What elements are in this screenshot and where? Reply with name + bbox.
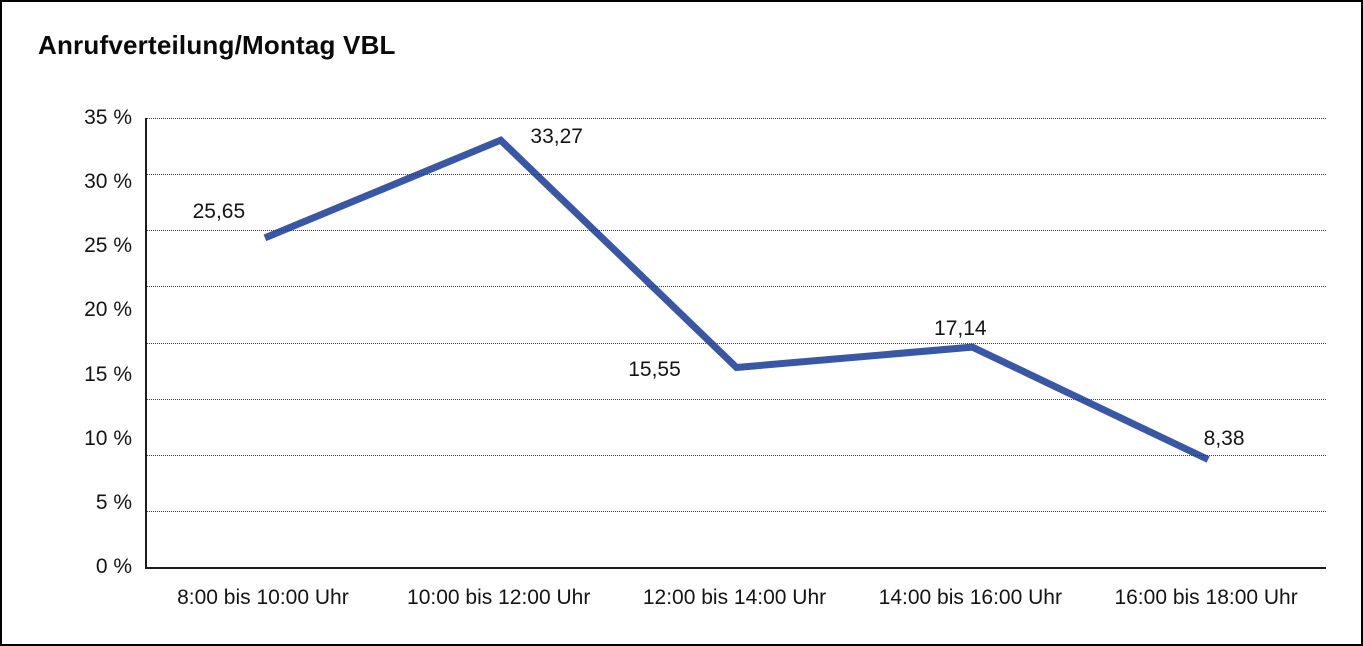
x-axis: 8:00 bis 10:00 Uhr 10:00 bis 12:00 Uhr 12:…	[145, 586, 1324, 616]
data-point-label: 25,65	[192, 199, 246, 223]
y-axis-label: 15 %	[84, 362, 132, 386]
data-point-label: 33,27	[530, 125, 583, 149]
x-axis-label: 8:00 bis 10:00 Uhr	[177, 586, 349, 609]
gridline	[147, 174, 1326, 176]
y-axis-label: 25 %	[84, 234, 132, 258]
x-axis-label: 16:00 bis 18:00 Uhr	[1114, 586, 1298, 609]
gridline	[147, 398, 1326, 400]
y-axis-label: 0 %	[95, 555, 132, 578]
gridline	[147, 510, 1326, 512]
line-series	[263, 136, 1210, 463]
y-axis-label: 35 %	[84, 106, 132, 129]
data-point-label: 8,38	[1203, 427, 1245, 451]
x-axis-label: 14:00 bis 16:00 Uhr	[878, 586, 1062, 609]
gridline	[147, 230, 1326, 232]
x-axis-label: 12:00 bis 14:00 Uhr	[642, 586, 827, 609]
data-point-label: 17,14	[934, 317, 987, 341]
gridline	[147, 286, 1326, 288]
gridline	[147, 118, 1326, 119]
plot-area: 25,65 33,27 15,55 17,14 8,38	[145, 118, 1326, 569]
data-point-label: 15,55	[628, 357, 681, 381]
y-axis-label: 20 %	[84, 298, 132, 322]
gridline	[147, 342, 1326, 344]
y-axis: 35 % 30 % 25 % 20 % 15 % 10 % 5 % 0 %	[20, 106, 132, 578]
gridline	[147, 454, 1326, 456]
trend-line	[263, 136, 1210, 463]
chart-title: Anrufverteilung/Montag VBL	[38, 30, 396, 60]
y-axis-label: 10 %	[84, 426, 132, 450]
x-axis-label: 10:00 bis 12:00 Uhr	[407, 586, 591, 609]
y-axis-label: 5 %	[95, 490, 132, 514]
y-axis-label: 30 %	[84, 170, 132, 194]
